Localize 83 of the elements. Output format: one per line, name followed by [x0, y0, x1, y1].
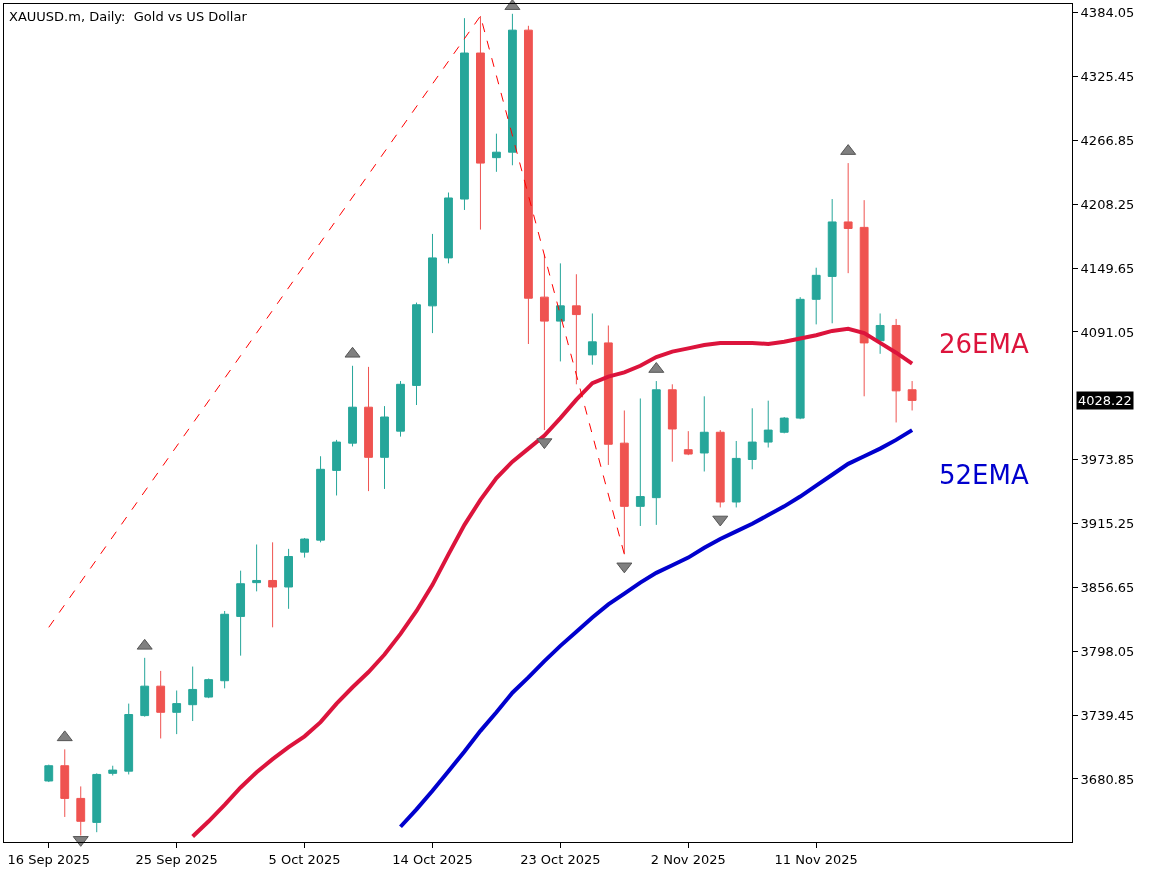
candlestick: [380, 405, 389, 490]
candlestick: [747, 407, 757, 470]
candlestick: [603, 324, 613, 466]
series-label: 26EMA: [939, 329, 1029, 359]
candlestick: [843, 162, 853, 274]
y-tick-label: 3856.65: [1080, 579, 1135, 595]
point: [536, 438, 553, 450]
candlestick: [731, 440, 741, 508]
candlestick: [236, 570, 246, 657]
candlestick: [44, 764, 54, 783]
candlestick: [396, 380, 405, 438]
candlestick: [476, 15, 485, 231]
y-tick-label: 4091.05: [1080, 324, 1135, 340]
candlestick: [124, 703, 134, 775]
y-tick-label: 3973.85: [1080, 452, 1135, 468]
candlestick: [92, 772, 102, 833]
x-tick-label: 2 Nov 2025: [650, 851, 726, 867]
candlestick: [795, 296, 805, 420]
candlestick: [252, 544, 262, 592]
line-series: [398, 428, 915, 829]
candlestick: [508, 13, 517, 166]
candlestick: [891, 318, 901, 423]
chart-title: XAUUSD.m, Daily: Gold vs US Dollar: [9, 9, 248, 24]
candlestick: [108, 765, 118, 777]
candlestick: [492, 133, 501, 173]
candlestick: [667, 383, 677, 463]
candlestick: [300, 537, 309, 559]
candlestick: [348, 365, 357, 447]
candlestick: [651, 380, 661, 526]
y-tick-label: 3680.85: [1080, 771, 1135, 787]
candlestick: [523, 25, 533, 345]
y-tick-label: 4149.65: [1080, 260, 1135, 276]
candlestick: [76, 785, 86, 836]
y-tick-label: 4384.05: [1080, 5, 1135, 21]
candlestick: [316, 455, 325, 543]
text: 4028.22: [1078, 393, 1132, 408]
candlestick: [827, 198, 837, 324]
candlestick: [587, 312, 597, 366]
candlestick: [172, 690, 182, 735]
candlestick: [763, 400, 773, 449]
candlestick: [444, 192, 453, 264]
candlestick: [811, 267, 821, 325]
candlestick: [907, 380, 917, 411]
y-tick-label: 4325.45: [1080, 69, 1135, 85]
candlestick: [699, 395, 709, 472]
point: [344, 346, 361, 358]
candlestick: [284, 548, 293, 610]
candlestick: [412, 302, 421, 406]
point: [712, 515, 729, 527]
candlestick: [204, 678, 214, 699]
y-tick-label: 3798.05: [1080, 643, 1135, 659]
y-tick-label: 3915.25: [1080, 516, 1135, 532]
candlestick: [875, 312, 885, 355]
candlestick: [619, 409, 629, 555]
x-tick-label: 25 Sep 2025: [135, 851, 218, 867]
x-tick-label: 14 Oct 2025: [392, 851, 473, 867]
x-tick-label: 5 Oct 2025: [268, 851, 341, 867]
x-tick-label: 11 Nov 2025: [774, 851, 858, 867]
candlestick: [428, 233, 437, 334]
candlestick: [635, 397, 645, 527]
candlestick: [188, 666, 198, 722]
candlestick: [140, 657, 150, 718]
candlestick: [555, 262, 565, 362]
candlestick: [220, 610, 230, 689]
series-label: 52EMA: [939, 460, 1029, 490]
candlestick: [779, 416, 789, 434]
candlestick: [60, 748, 70, 818]
x-tick-label: 16 Sep 2025: [7, 851, 90, 867]
candlestick: [683, 430, 693, 456]
candlestick: [859, 199, 869, 397]
y-tick-label: 3739.45: [1080, 707, 1135, 723]
y-tick-label: 4266.85: [1080, 132, 1135, 148]
point: [616, 562, 633, 574]
candlestick: [268, 541, 278, 628]
candlestick: [364, 366, 373, 492]
line-series: [190, 326, 915, 839]
candlestick: [460, 17, 469, 211]
candlestick: [332, 439, 341, 496]
candlestick: [156, 670, 166, 739]
candlestick: [715, 429, 725, 508]
y-tick-label: 4208.25: [1080, 196, 1135, 212]
candlestick: [571, 273, 581, 385]
x-tick-label: 23 Oct 2025: [520, 851, 601, 867]
